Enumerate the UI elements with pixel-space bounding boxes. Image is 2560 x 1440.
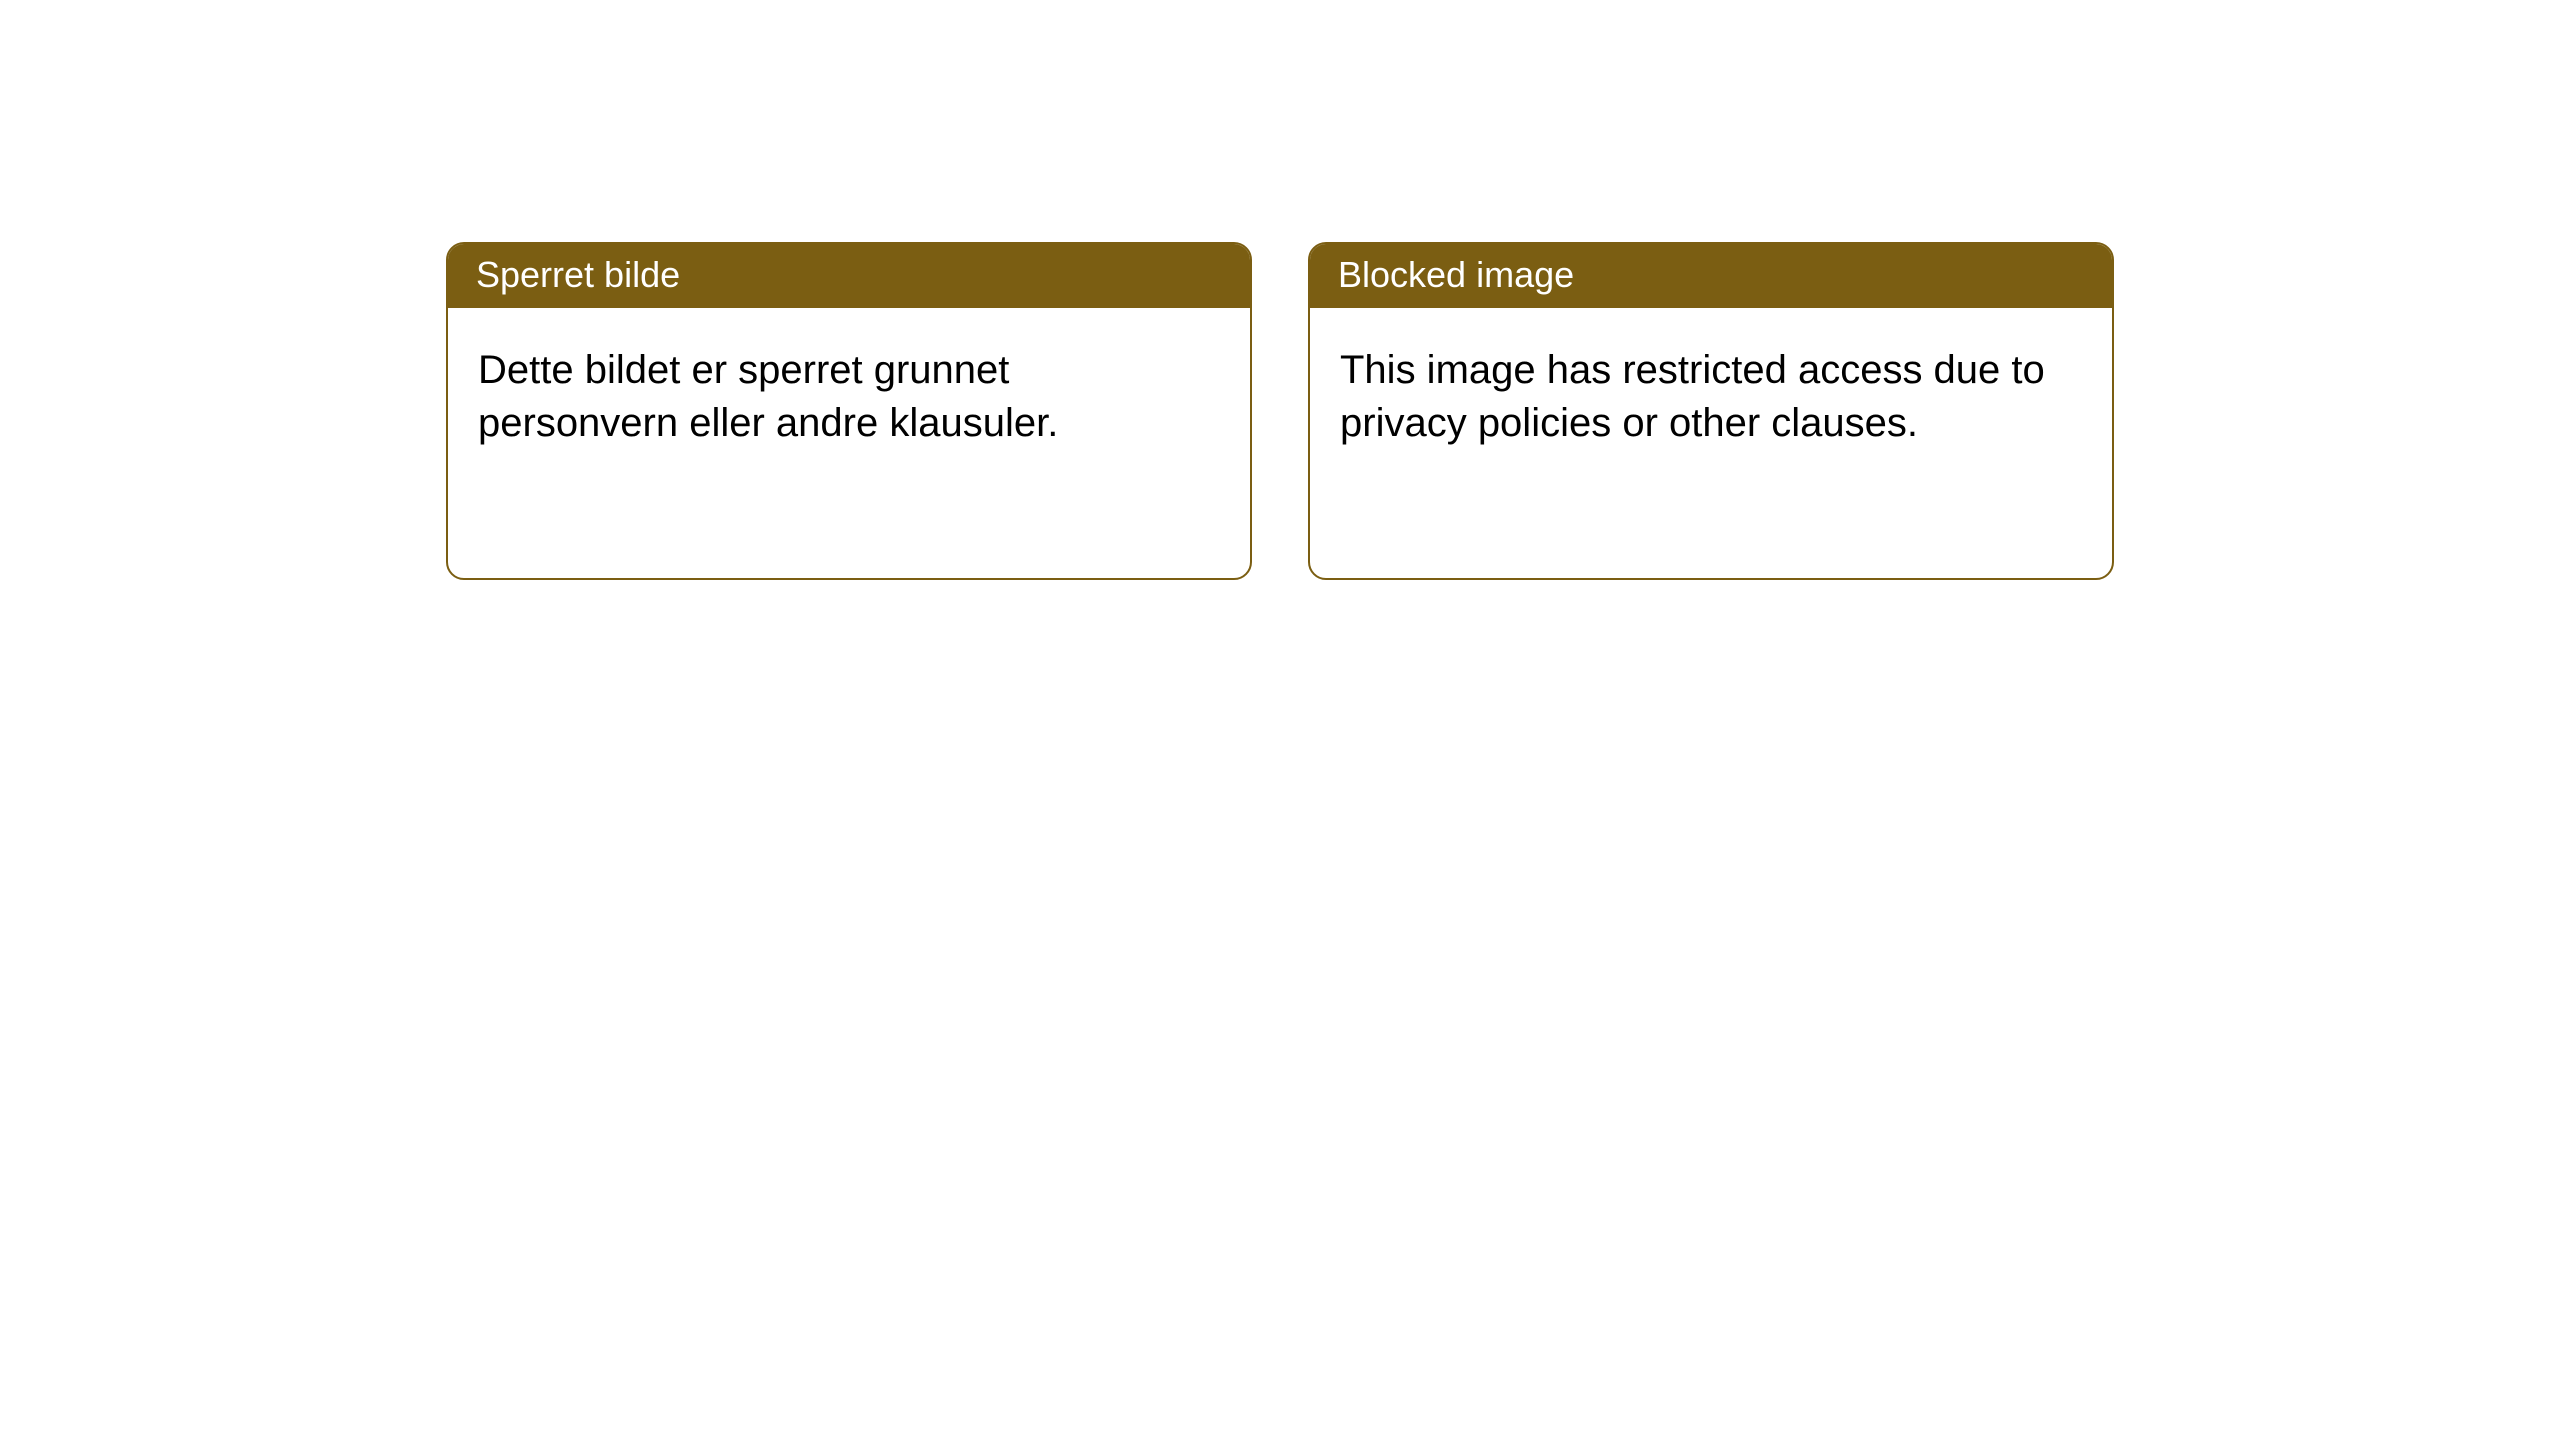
notice-cards-container: Sperret bilde Dette bildet er sperret gr… (446, 242, 2114, 580)
card-header: Blocked image (1310, 244, 2112, 308)
card-header-text: Blocked image (1338, 254, 1574, 295)
card-body: This image has restricted access due to … (1310, 308, 2112, 486)
blocked-image-card-en: Blocked image This image has restricted … (1308, 242, 2114, 580)
card-body-text: This image has restricted access due to … (1340, 348, 2045, 445)
card-header-text: Sperret bilde (476, 254, 680, 295)
card-body-text: Dette bildet er sperret grunnet personve… (478, 348, 1058, 445)
blocked-image-card-no: Sperret bilde Dette bildet er sperret gr… (446, 242, 1252, 580)
card-header: Sperret bilde (448, 244, 1250, 308)
card-body: Dette bildet er sperret grunnet personve… (448, 308, 1250, 486)
